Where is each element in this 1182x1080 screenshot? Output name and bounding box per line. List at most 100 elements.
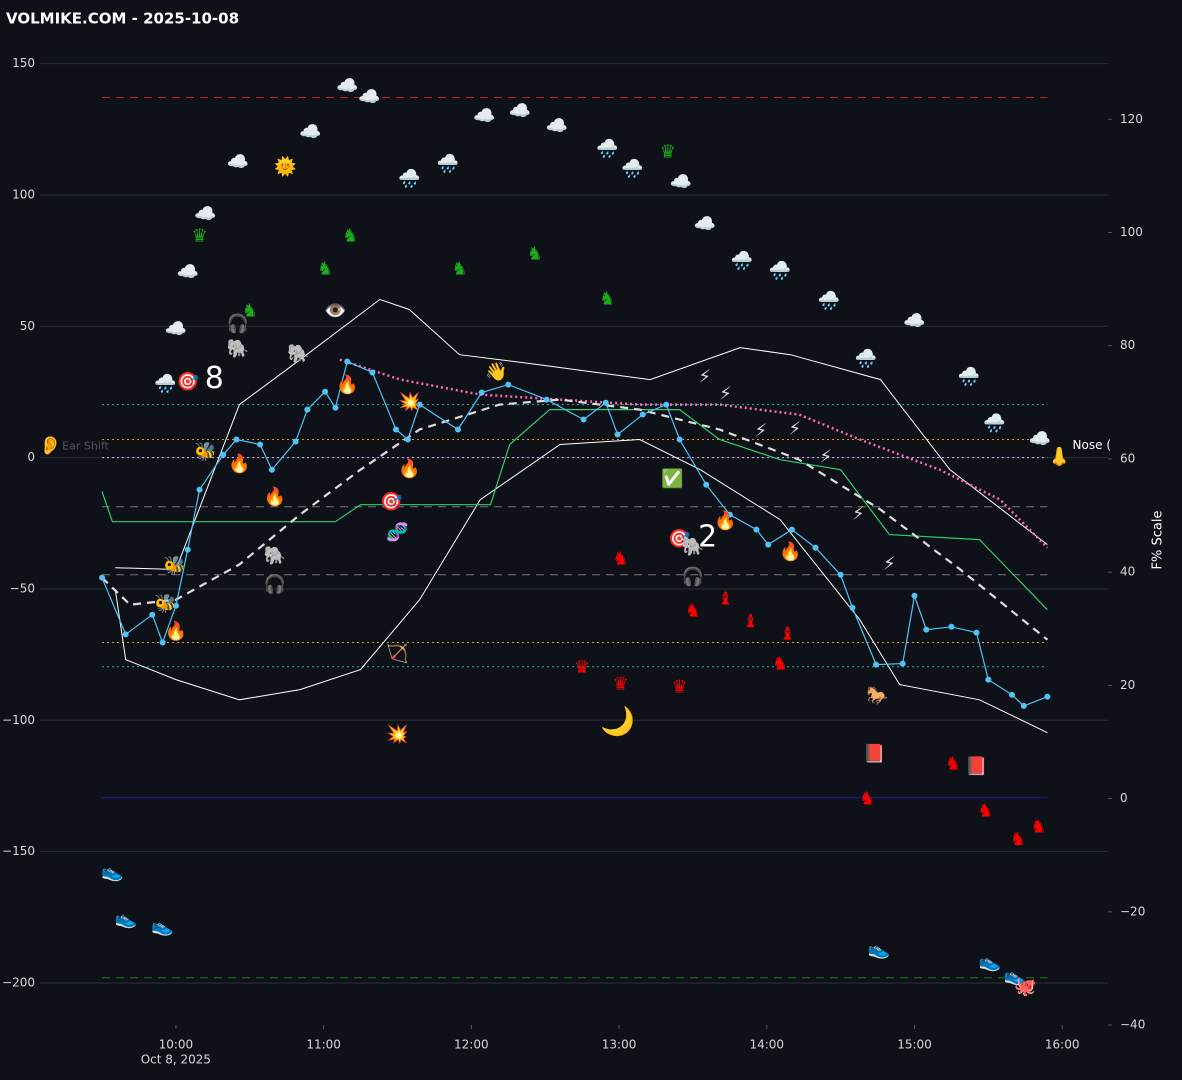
annotation: 👟 <box>979 952 1001 973</box>
annotation: 🔥 <box>779 541 801 563</box>
annotation: 🎧 <box>264 573 286 595</box>
annotation: ⚡ <box>852 504 865 525</box>
annotation: ☁️ <box>1029 429 1051 450</box>
x-tick-label: 11:00 <box>306 1038 341 1052</box>
annotation: 🌧️ <box>818 290 840 312</box>
annotation: ⚡ <box>698 367 711 388</box>
annotation: 🌧️ <box>621 157 643 179</box>
data-point <box>184 546 191 553</box>
data-point <box>788 526 795 533</box>
data-point <box>1008 691 1015 698</box>
data-point <box>159 639 166 646</box>
annotation: ♛ <box>672 677 688 698</box>
annotation: 👟 <box>151 916 173 937</box>
annotation: ♞ <box>242 301 258 322</box>
y-tick-label: 50 <box>20 319 35 333</box>
annotation: 🐙 <box>1014 977 1036 998</box>
data-point <box>149 611 156 618</box>
annotation: 🔥 <box>336 374 358 396</box>
data-point <box>873 661 880 668</box>
annotation: 🎧 <box>682 566 704 588</box>
data-point <box>1020 702 1027 709</box>
annotation: 🌧️ <box>154 373 176 395</box>
data-point <box>233 436 240 443</box>
annotation: ♞ <box>1031 817 1047 838</box>
annotation: ⚡ <box>719 384 732 405</box>
y2-axis-label: F% Scale <box>1151 511 1166 570</box>
data-point <box>122 631 129 638</box>
y2-tick-label: 20 <box>1120 678 1135 692</box>
annotation: 🎯 <box>177 372 199 393</box>
annotation: 🌧️ <box>958 366 980 388</box>
data-point <box>257 441 264 448</box>
annotation: ☁️ <box>177 262 199 283</box>
annotation: ♝ <box>779 624 795 645</box>
y-tick-label: −100 <box>2 713 35 727</box>
annotation: 🎯 <box>380 492 402 513</box>
annotation: 🐘 <box>264 546 286 567</box>
y-tick-label: −50 <box>10 581 35 595</box>
annotation: ♛ <box>191 225 207 246</box>
series-line <box>101 398 1049 641</box>
data-point <box>812 544 819 551</box>
data-point <box>172 602 179 609</box>
y-tick-label: 100 <box>12 187 35 201</box>
data-point <box>543 396 550 403</box>
y2-tick-label: 60 <box>1120 451 1135 465</box>
annotation: ⚡ <box>789 419 802 440</box>
y2-tick-label: 120 <box>1120 112 1143 126</box>
data-point <box>899 660 906 667</box>
data-point <box>849 604 856 611</box>
y-tick-label: −200 <box>2 975 35 989</box>
data-point <box>268 466 275 473</box>
data-point <box>602 399 609 406</box>
data-point <box>332 404 339 411</box>
annotation: 👟 <box>1004 966 1026 987</box>
data-point <box>344 358 351 365</box>
data-point <box>196 486 203 493</box>
data-point <box>478 389 485 396</box>
annotation: 🐝 <box>194 442 216 463</box>
data-point <box>416 401 423 408</box>
y2-tick-label: −40 <box>1120 1018 1145 1032</box>
annotation: ☁️ <box>509 100 531 121</box>
y2-tick-label: 40 <box>1120 565 1135 579</box>
x-tick-label: 15:00 <box>897 1038 932 1052</box>
data-point <box>753 526 760 533</box>
annotation: 👃 <box>1048 446 1070 468</box>
annotation: ☁️ <box>694 214 716 235</box>
annotation: ♞ <box>612 549 628 570</box>
y2-tick-label: 0 <box>1120 791 1128 805</box>
annotation: ♞ <box>1010 829 1026 850</box>
annotation: ⚡ <box>820 447 833 468</box>
annotation: 8 <box>205 361 224 396</box>
annotation: 🌧️ <box>855 348 877 370</box>
x-tick-label: 12:00 <box>454 1038 489 1052</box>
annotation: 🐎 <box>866 686 888 707</box>
annotation: 🌧️ <box>436 153 458 175</box>
series-line <box>101 409 1048 611</box>
data-point <box>292 438 299 445</box>
annotation: ☁️ <box>299 121 321 142</box>
annotation: ♞ <box>527 244 543 265</box>
annotation: 🐝 <box>163 556 185 577</box>
annotation: 📕 <box>965 756 987 777</box>
annotation: 👋 <box>485 362 507 383</box>
data-point <box>404 436 411 443</box>
annotation: ⚡ <box>755 421 768 442</box>
x-tick-label: 16:00 <box>1045 1038 1080 1052</box>
annotation: ☁️ <box>473 105 495 126</box>
annotation: 🧬 <box>386 521 408 543</box>
annotation: 💥 <box>398 391 420 413</box>
annotation: 👂 <box>39 435 61 457</box>
annotation: ♛ <box>612 674 628 695</box>
annotation: 🎧 <box>227 313 249 335</box>
annotation: ♝ <box>717 589 733 610</box>
annotation: ♝ <box>742 611 758 632</box>
data-point <box>614 431 621 438</box>
annotation: ♛ <box>660 142 676 163</box>
annotation: 2 <box>698 519 717 554</box>
data-point <box>369 369 376 376</box>
data-point <box>923 626 930 633</box>
